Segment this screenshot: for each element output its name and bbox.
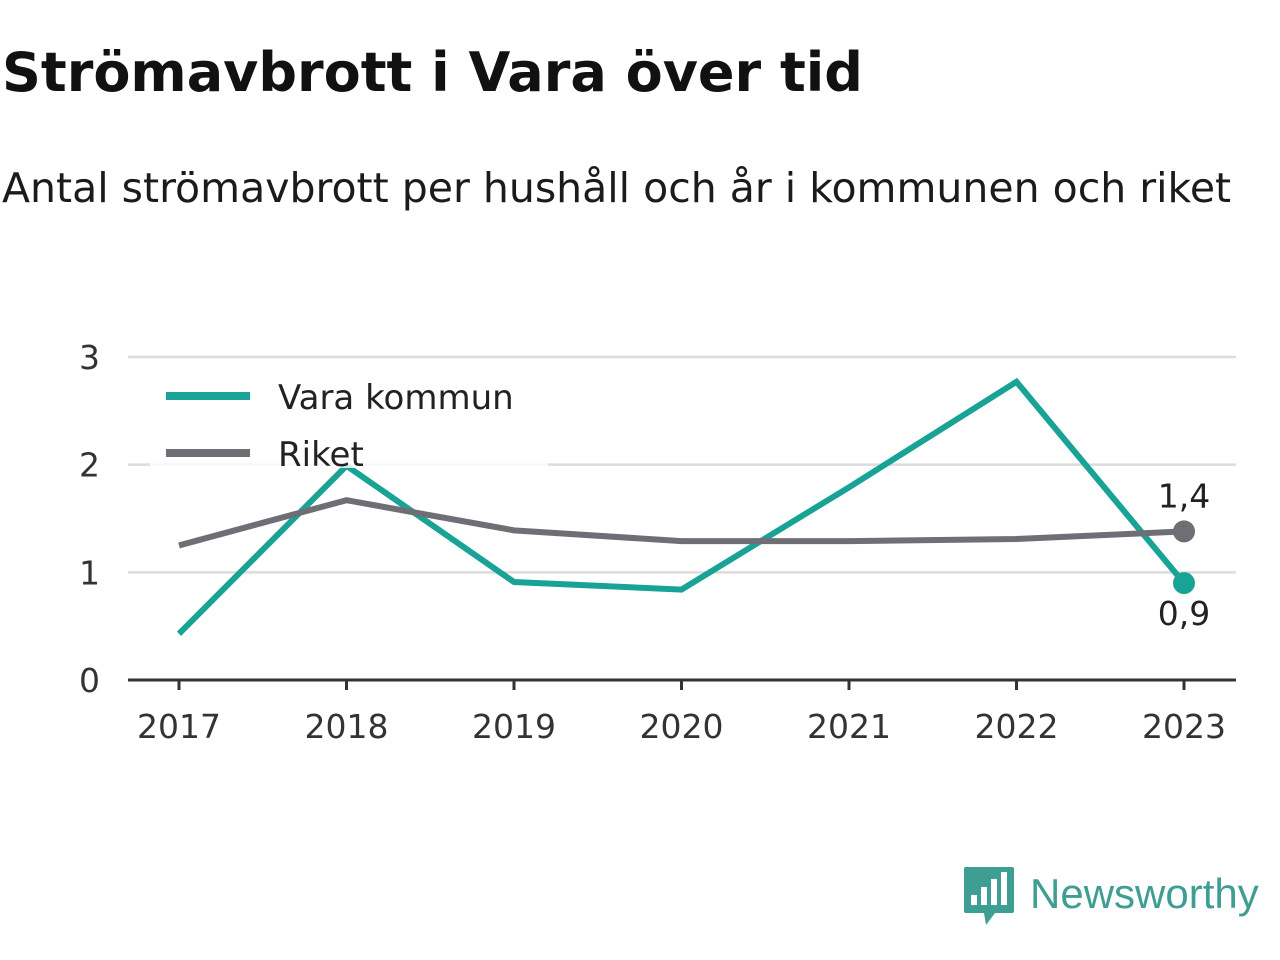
chart-subtitle: Antal strömavbrott per hushåll och år i …: [2, 164, 1232, 212]
x-tick-label-2022: 2022: [975, 707, 1059, 746]
series-line-1: [178, 497, 1185, 549]
x-tick-label-2023: 2023: [1142, 707, 1226, 746]
x-tick-label-2019: 2019: [472, 707, 556, 746]
x-tick-label-2017: 2017: [137, 707, 221, 746]
y-tick-label-2: 2: [79, 446, 100, 485]
y-tick-label-0: 0: [79, 661, 100, 700]
legend: Vara kommun Riket: [150, 366, 548, 475]
x-tick-label-2020: 2020: [640, 707, 724, 746]
legend-label-1: Riket: [278, 435, 364, 475]
newsworthy-logo-icon: [964, 867, 1014, 925]
end-labels: 0,9 1,4: [1158, 476, 1210, 633]
end-label-1: 1,4: [1158, 476, 1210, 515]
chart-title: Strömavbrott i Vara över tid: [2, 41, 863, 104]
x-tick-label-2021: 2021: [807, 707, 891, 746]
end-label-0: 0,9: [1158, 594, 1210, 633]
end-marker-1: [1173, 520, 1195, 543]
legend-label-0: Vara kommun: [278, 378, 514, 418]
y-tick-label-3: 3: [79, 338, 100, 377]
x-tick-label-2018: 2018: [305, 707, 389, 746]
brand-name: Newsworthy: [1030, 870, 1259, 917]
axes: 0 1 2 3 2017 2018 2019 2020 2021 2022 2023: [79, 338, 1236, 746]
newsworthy-logo: Newsworthy: [964, 866, 1259, 928]
end-marker-0: [1173, 572, 1195, 595]
y-tick-label-1: 1: [79, 553, 100, 592]
